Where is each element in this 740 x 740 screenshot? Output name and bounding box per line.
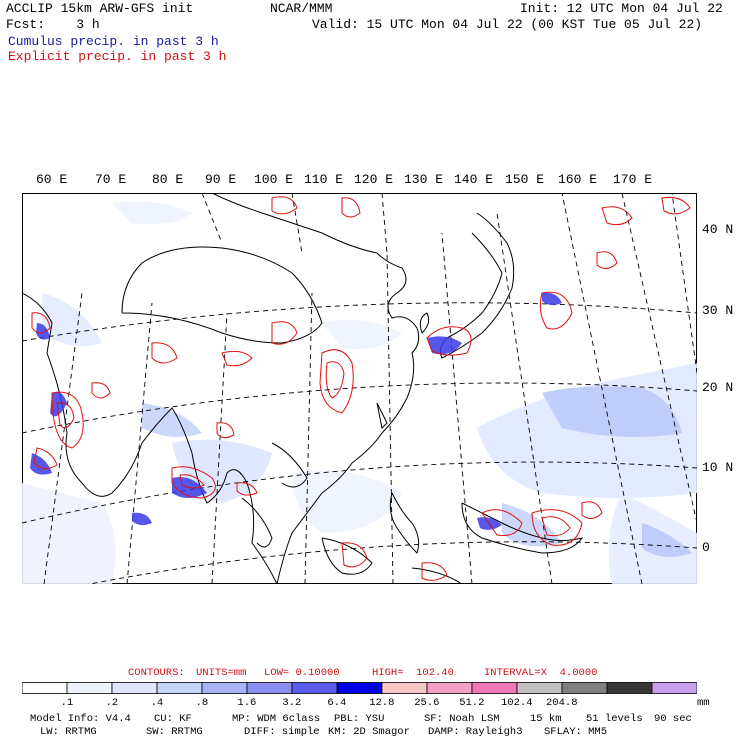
colorbar-unit: mm [697, 697, 710, 709]
colorbar-tick-label: 25.6 [414, 697, 440, 709]
lat-label: 0 [702, 540, 710, 555]
footer-resolution: 15 km [530, 713, 562, 725]
lon-label: 170 E [613, 172, 653, 187]
colorbar-cell [111, 682, 158, 694]
init-time: Init: 12 UTC Mon 04 Jul 22 [520, 1, 723, 16]
colorbar-tick-label: 6.4 [327, 697, 347, 709]
lon-label: 120 E [354, 172, 394, 187]
colorbar-tick-label: 204.8 [546, 697, 578, 709]
colorbar-tick-label: 102.4 [501, 697, 533, 709]
colorbar-cell [291, 682, 338, 694]
model-title: ACCLIP 15km ARW-GFS init [6, 1, 194, 16]
lon-label: 60 E [36, 172, 68, 187]
institution-label: NCAR/MMM [270, 1, 333, 16]
colorbar-tick-label: .2 [105, 697, 119, 709]
footer-sf: SF: Noah LSM [424, 713, 500, 725]
lon-label: 90 E [205, 172, 237, 187]
colorbar-tick-label: .1 [60, 697, 74, 709]
coastlines [22, 193, 584, 584]
colorbar-cell [22, 682, 68, 694]
footer-sw: SW: RRTMG [146, 726, 203, 738]
contour-low: LOW= 0.10000 [264, 667, 340, 679]
footer-damp: DAMP: Rayleigh3 [428, 726, 523, 738]
footer-pbl: PBL: YSU [334, 713, 385, 725]
lon-label: 160 E [558, 172, 598, 187]
colorbar-cell [381, 682, 428, 694]
lon-label: 130 E [404, 172, 444, 187]
colorbar-cell [336, 682, 383, 694]
colorbar-cell [606, 682, 653, 694]
lat-label: 20 N [702, 380, 734, 395]
colorbar-cell [156, 682, 203, 694]
footer-cu: CU: KF [154, 713, 192, 725]
footer-model-info: Model Info: V4.4 [30, 713, 131, 725]
forecast-hour: Fcst: 3 h [6, 17, 100, 32]
lon-label: 140 E [454, 172, 494, 187]
colorbar-cell [516, 682, 563, 694]
colorbar-cell [201, 682, 248, 694]
footer-timestep: 90 sec [654, 713, 692, 725]
colorbar-tick-label: 51.2 [459, 697, 485, 709]
colorbar-cell [426, 682, 473, 694]
colorbar-cell [471, 682, 518, 694]
lat-label: 30 N [702, 303, 734, 318]
explicit-precip [31, 196, 691, 581]
footer-sflay: SFLAY: MM5 [544, 726, 608, 738]
footer-lw: LW: RRTMG [40, 726, 97, 738]
lon-label: 80 E [152, 172, 184, 187]
lat-label: 40 N [702, 222, 734, 237]
contour-interval: INTERVAL=X 4.0000 [484, 667, 598, 679]
legend-explicit-precip: Explicit precip. in past 3 h [8, 49, 227, 64]
footer-km: KM: 2D Smagor [328, 726, 410, 738]
colorbar-cell [246, 682, 293, 694]
cumulus-precip [30, 292, 562, 530]
contour-units: UNITS=mm [196, 667, 247, 679]
colorbar-tick-label: 3.2 [282, 697, 302, 709]
footer-levels: 51 levels [586, 713, 643, 725]
colorbar-tick-label: 1.6 [237, 697, 257, 709]
footer-diff: DIFF: simple [244, 726, 320, 738]
colorbar-cell [66, 682, 113, 694]
lon-label: 70 E [95, 172, 127, 187]
footer-mp: MP: WDM 6class [232, 713, 321, 725]
legend-cumulus-precip: Cumulus precip. in past 3 h [8, 34, 219, 49]
contour-label: CONTOURS: [128, 667, 185, 679]
valid-time: Valid: 15 UTC Mon 04 Jul 22 (00 KST Tue … [312, 17, 703, 32]
colorbar-tick-label: 12.8 [369, 697, 395, 709]
lat-label: 10 N [702, 460, 734, 475]
colorbar-cell [651, 682, 697, 694]
precip-colorbar [22, 682, 697, 694]
colorbar-cell [561, 682, 608, 694]
precip-map [22, 193, 697, 584]
lon-label: 110 E [304, 172, 344, 187]
contour-high: HIGH= 102.40 [372, 667, 454, 679]
colorbar-tick-label: .8 [195, 697, 209, 709]
lon-label: 150 E [505, 172, 545, 187]
colorbar-tick-label: .4 [150, 697, 164, 709]
lon-label: 100 E [254, 172, 294, 187]
